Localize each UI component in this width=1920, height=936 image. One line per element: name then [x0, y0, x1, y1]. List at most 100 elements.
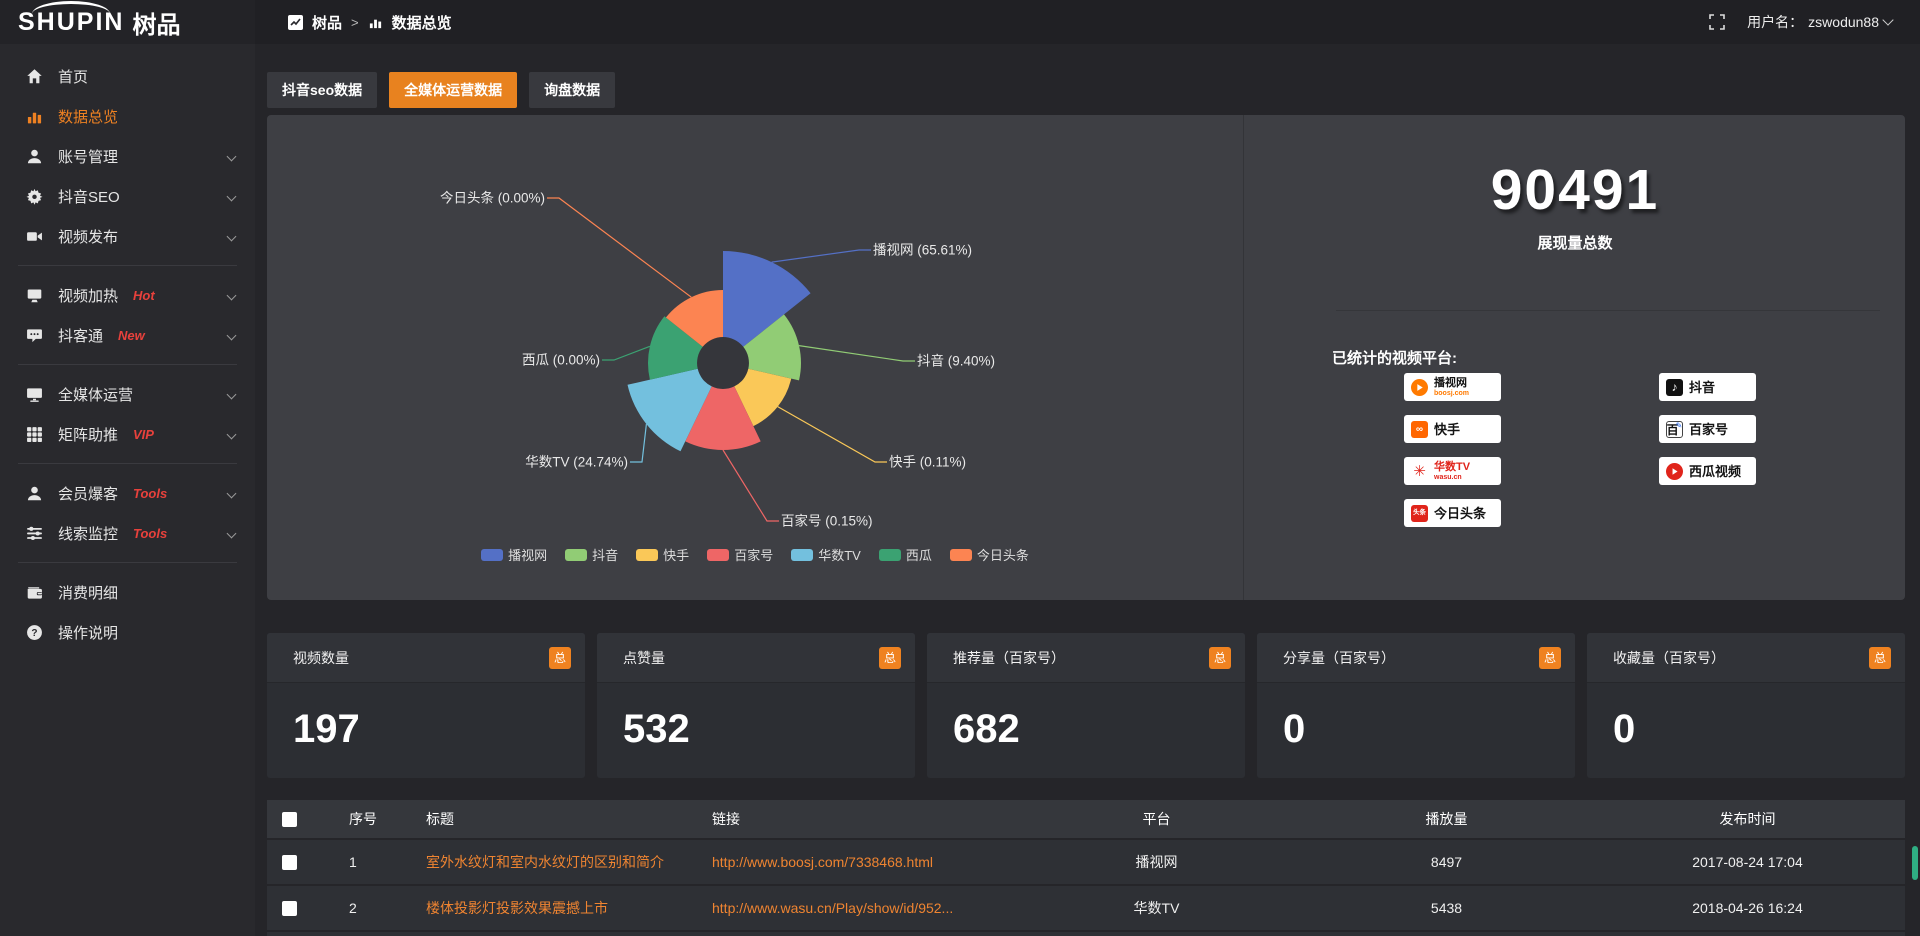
label-line-华数TV	[630, 424, 647, 463]
pie-slice-华数TV[interactable]	[627, 368, 712, 452]
user-menu[interactable]: 用户名： zswodun88	[1747, 12, 1894, 32]
monitor-icon	[26, 386, 43, 403]
stat-card-total-badge: 总	[1209, 646, 1231, 669]
chart-breadcrumb-icon	[368, 15, 383, 30]
cell-link[interactable]: http://www.boosj.com/7338468.html	[712, 854, 934, 870]
pie-label-百家号: 百家号 (0.15%)	[781, 513, 873, 529]
platform-badge-text: 百家号	[1689, 423, 1728, 436]
tab-抖音seo数据[interactable]: 抖音seo数据	[267, 72, 378, 108]
breadcrumb-separator: >	[351, 14, 359, 30]
legend-item-西瓜[interactable]: 西瓜	[878, 545, 932, 564]
platform-badge-text: 西瓜视频	[1689, 465, 1741, 478]
cell-time: 2017-08-24 17:04	[1692, 854, 1803, 870]
legend-swatch	[949, 548, 972, 561]
cell-title[interactable]: 楼体投影灯投影效果震撼上市	[426, 900, 608, 916]
stat-card-value: 532	[623, 707, 690, 751]
pie-label-今日头条: 今日头条 (0.00%)	[440, 190, 545, 206]
stat-card-total-badge: 总	[1869, 646, 1891, 669]
rose-chart[interactable]: 播视网 (65.61%) 抖音 (9.40%) 快手 (0.11%) 百家号 (0.1…	[267, 115, 1243, 600]
wallet-icon	[26, 584, 43, 601]
pie-label-西瓜: 西瓜 (0.00%)	[522, 353, 600, 368]
sidebar-item-数据总览[interactable]: 数据总览	[0, 96, 255, 136]
legend-item-播视网[interactable]: 播视网	[481, 545, 547, 564]
stat-card-label: 视频数量	[293, 649, 349, 666]
sidebar-item-label: 线索监控	[58, 525, 119, 543]
shupin-breadcrumb-icon	[288, 14, 303, 30]
label-line-抖音	[798, 345, 915, 362]
sidebar-item-视频加热[interactable]: 视频加热 Hot	[0, 275, 255, 315]
legend-item-今日头条[interactable]: 今日头条	[949, 545, 1029, 564]
sidebar-item-label: 矩阵助推	[58, 426, 119, 444]
pie-slice-百家号[interactable]	[685, 386, 761, 450]
cell-plays: 8497	[1430, 854, 1463, 870]
sidebar: 首页 数据总览 账号管理 抖音SEO 视频发布视频加热 Hot 抖客通 New 全媒体运营矩阵助…	[0, 44, 255, 936]
chevron-down-icon	[226, 151, 237, 161]
stat-card-推荐量（百家号）: 推荐量（百家号） 总 682	[927, 633, 1245, 778]
platform-badge-快手: ∞ 快手	[1404, 415, 1501, 443]
sidebar-item-抖音SEO[interactable]: 抖音SEO	[0, 176, 255, 216]
sidebar-item-会员爆客[interactable]: 会员爆客 Tools	[0, 473, 255, 513]
legend-label: 百家号	[734, 548, 774, 563]
legend-item-快手[interactable]: 快手	[636, 545, 689, 564]
platform-badge-text: 快手	[1434, 423, 1460, 436]
sidebar-item-label: 视频发布	[58, 228, 119, 246]
sidebar-item-label: 全媒体运营	[58, 386, 134, 404]
sidebar-item-全媒体运营[interactable]: 全媒体运营	[0, 374, 255, 414]
pie-slice-播视网[interactable]	[723, 251, 811, 347]
legend-label: 播视网	[508, 548, 548, 563]
sliders-icon	[26, 525, 43, 542]
pie-label-华数TV: 华数TV (24.74%)	[525, 455, 628, 470]
legend-label: 华数TV	[818, 548, 861, 563]
row-checkbox[interactable]	[282, 854, 297, 870]
platform-name: 抖音	[1689, 379, 1716, 395]
impressions-total-label: 展现量总数	[1537, 235, 1613, 252]
sidebar-divider	[18, 364, 237, 365]
legend-item-抖音[interactable]: 抖音	[565, 545, 618, 564]
sidebar-divider	[18, 562, 237, 563]
grid-icon	[26, 426, 43, 443]
label-line-今日头条	[547, 197, 692, 298]
sidebar-item-账号管理[interactable]: 账号管理	[0, 136, 255, 176]
stat-card-value: 0	[1613, 707, 1636, 751]
pie-slice-快手[interactable]	[734, 368, 792, 427]
stat-card-header: 收藏量（百家号） 总	[1587, 633, 1905, 683]
legend-item-百家号[interactable]: 百家号	[707, 545, 773, 564]
sidebar-item-首页[interactable]: 首页	[0, 56, 255, 96]
legend-swatch	[565, 548, 588, 561]
label-line-播视网	[771, 249, 871, 263]
table-row	[267, 932, 1905, 936]
sidebar-item-抖客通[interactable]: 抖客通 New	[0, 315, 255, 355]
sidebar-item-矩阵助推[interactable]: 矩阵助推 VIP	[0, 414, 255, 454]
legend-item-华数TV[interactable]: 华数TV	[791, 545, 861, 564]
chevron-down-icon	[226, 389, 237, 399]
sidebar-item-label: 视频加热	[58, 287, 119, 305]
platform-badge-text: 播视网 boosj.com	[1434, 377, 1469, 397]
cell-title[interactable]: 室外水纹灯和室内水纹灯的区别和简介	[426, 854, 664, 870]
legend-label: 西瓜	[905, 548, 932, 563]
sidebar-item-视频发布[interactable]: 视频发布	[0, 216, 255, 256]
platform-badge-华数TV: ✳ 华数TV wasu.cn	[1404, 457, 1501, 485]
breadcrumb-item-home[interactable]: 树品	[312, 14, 343, 32]
platform-name: 今日头条	[1434, 505, 1487, 521]
fullscreen-icon[interactable]	[1709, 14, 1725, 30]
sidebar-item-线索监控[interactable]: 线索监控 Tools	[0, 513, 255, 553]
help-icon: ?	[26, 624, 43, 641]
platform-badge-text: 抖音	[1689, 381, 1715, 394]
cell-link[interactable]: http://www.wasu.cn/Play/show/id/952...	[712, 900, 954, 916]
legend-swatch	[636, 548, 659, 561]
sidebar-item-消费明细[interactable]: 消费明细	[0, 572, 255, 612]
tab-全媒体运营数据[interactable]: 全媒体运营数据	[389, 72, 518, 108]
select-all-checkbox[interactable]	[282, 811, 297, 827]
platform-badge-播视网: 播视网 boosj.com	[1404, 373, 1501, 401]
tab-询盘数据[interactable]: 询盘数据	[529, 72, 616, 108]
stat-card-header: 点赞量 总	[597, 633, 915, 683]
sidebar-item-badge: Tools	[133, 525, 168, 541]
row-checkbox[interactable]	[282, 900, 297, 916]
pie-slice-抖音[interactable]	[743, 314, 801, 381]
sidebar-item-操作说明[interactable]: ? 操作说明	[0, 612, 255, 652]
chevron-down-icon	[226, 191, 237, 201]
pie-slice-今日头条[interactable]	[665, 290, 723, 347]
username: zswodun88	[1808, 14, 1879, 30]
vertical-scrollbar-thumb[interactable]	[1912, 846, 1918, 880]
pie-slice-西瓜[interactable]	[648, 316, 703, 380]
